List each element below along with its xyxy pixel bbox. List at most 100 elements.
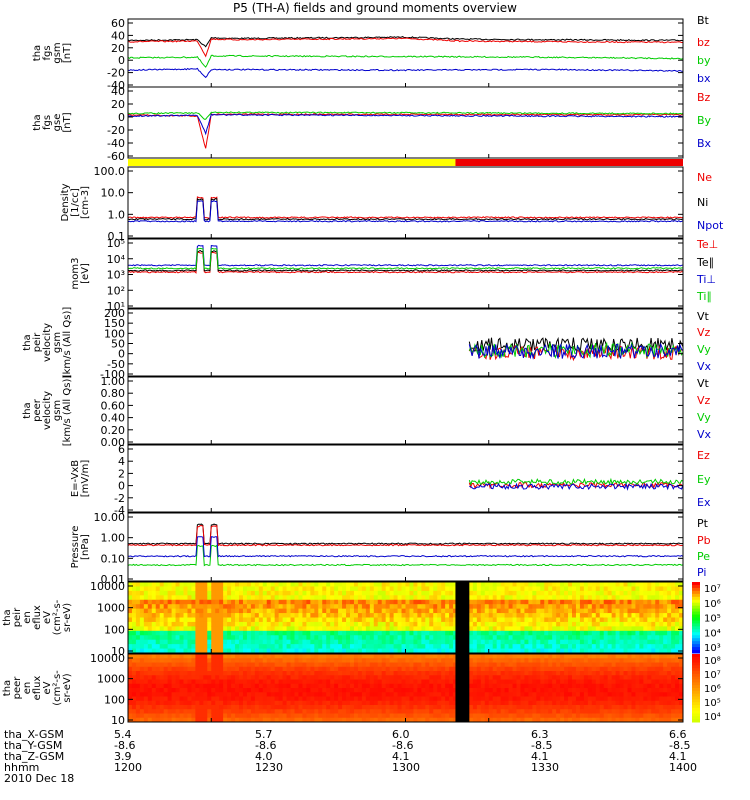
heatmap-cell [635,658,640,663]
y-tick-label: 10⁴ [107,253,126,266]
heatmap-cell [377,648,383,654]
heatmap-cell [393,617,399,623]
heatmap-cell [488,630,494,636]
heatmap-cell [639,692,644,697]
heatmap-cell [346,713,351,719]
heatmap-cell [322,679,327,685]
heatmap-cell [322,621,327,627]
heatmap-cell [199,675,204,680]
heatmap-cell [159,604,165,610]
heatmap-cell [524,639,529,645]
heatmap-cell [417,586,422,592]
y-tick-label: 10 [111,714,125,727]
legend-entry-Vx: Vx [697,360,712,373]
heatmap-cell [405,626,410,632]
heatmap-cell [516,683,521,689]
heatmap-cell [508,630,514,636]
heatmap-cell [651,635,656,641]
heatmap-cell [294,617,299,623]
heatmap-cell [385,696,391,702]
heatmap-cell [504,599,510,605]
heatmap-cell [183,613,188,618]
heatmap-cell [611,604,617,610]
heatmap-cell [223,621,228,627]
heatmap-cell [417,688,422,693]
heatmap-cell [568,613,573,618]
heatmap-cell [564,626,569,632]
heatmap-cell [615,705,621,710]
heatmap-cell [667,683,672,689]
y-tick-label: -100 [100,368,125,381]
heatmap-cell [453,644,458,650]
heatmap-cell [139,613,145,618]
heatmap-cell [405,621,410,627]
heatmap-cell [163,713,169,719]
x-value: 6.0 [392,728,410,741]
heatmap-cell [314,705,319,710]
heatmap-cell [512,608,517,614]
series-line-Te∥ [128,249,683,272]
heatmap-cell [425,658,430,663]
heatmap-cell [338,608,343,614]
heatmap-cell [195,613,200,618]
heatmap-cell [381,662,387,668]
heatmap-cell [377,608,383,614]
heatmap-cell [131,662,137,668]
heatmap-cell [306,630,311,636]
heatmap-cell [282,696,288,702]
heatmap-cell [167,582,173,587]
heatmap-cell [449,639,454,645]
heatmap-cell [135,582,141,587]
heatmap-cell [524,696,529,702]
heatmap-cell [286,713,292,719]
heatmap-cell [540,621,545,627]
heatmap-cell [575,700,581,706]
heatmap-cell [223,582,228,587]
heatmap-cell [643,617,648,623]
heatmap-cell [369,717,375,723]
heatmap-cell [492,696,498,702]
heatmap-cell [147,648,153,654]
heatmap-cell [258,595,264,601]
heatmap-cell [227,626,232,632]
y-tick-label: 100 [104,623,125,636]
heatmap-cell [294,639,299,645]
heatmap-cell [595,630,601,636]
heatmap-cell [171,639,177,645]
heatmap-cell [242,683,248,689]
heatmap-cell [322,635,327,641]
heatmap-cell [651,705,656,710]
y-axis-label: sr-eV) [62,603,73,632]
heatmap-cell [254,590,260,596]
heatmap-cell [211,683,216,689]
heatmap-cell [623,713,628,719]
heatmap-cell [635,705,640,710]
heatmap-cell [579,675,585,680]
heatmap-cell [579,582,585,587]
heatmap-cell [179,675,184,680]
heatmap-cell [369,586,375,592]
heatmap-cell [639,604,644,610]
heatmap-cell [278,709,284,714]
heatmap-cell [207,666,212,672]
heatmap-cell [488,621,494,627]
heatmap-cell [290,586,295,592]
heatmap-cell [472,617,478,623]
heatmap-cell [147,590,153,596]
colorbar-segment [692,659,700,663]
heatmap-cell [675,599,680,605]
heatmap-cell [246,696,252,702]
heatmap-cell [468,700,474,706]
heatmap-cell [342,648,347,654]
heatmap-cell [500,648,506,654]
heatmap-cell [338,675,343,680]
colorbar-segment [692,596,700,601]
heatmap-cell [175,630,181,636]
heatmap-cell [603,654,609,659]
heatmap-cell [171,621,177,627]
heatmap-cell [155,658,161,663]
heatmap-cell [556,705,561,710]
heatmap-cell [266,626,272,632]
heatmap-cell [401,662,406,668]
heatmap-cell [143,608,149,614]
